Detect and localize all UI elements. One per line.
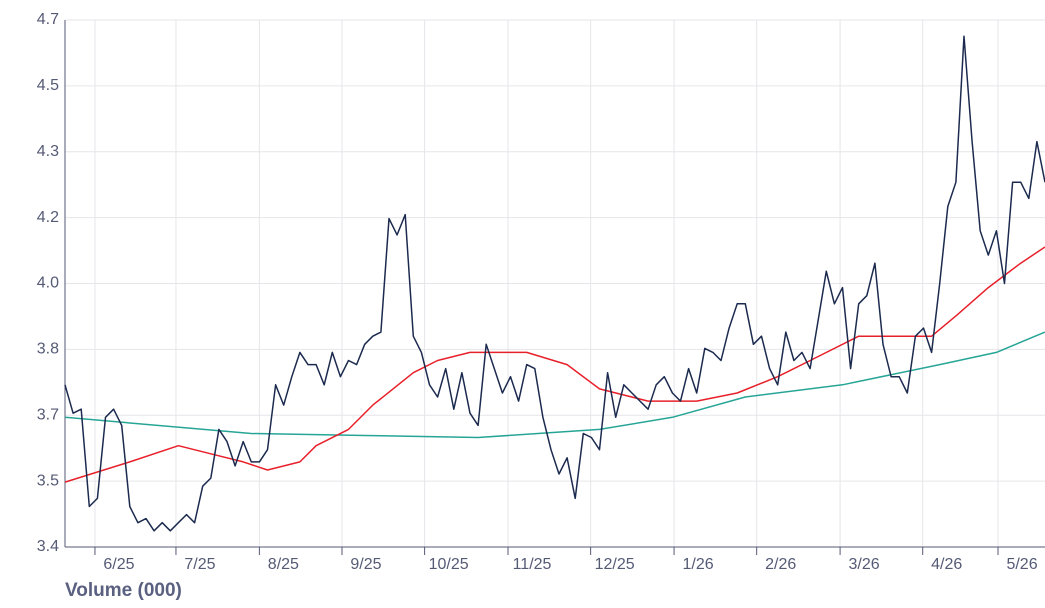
y-tick-label: 4.5	[37, 77, 59, 94]
line-series	[64, 35, 1045, 532]
x-tick-label: 10/25	[429, 556, 469, 573]
y-tick-label: 3.5	[37, 472, 59, 489]
x-tick-label: 12/25	[595, 556, 635, 573]
y-tick-label: 3.4	[37, 538, 59, 555]
line-series	[64, 246, 1045, 483]
x-tick-label: 6/25	[103, 556, 134, 573]
x-tick-label: 5/26	[1006, 556, 1037, 573]
y-tick-label: 4.7	[37, 11, 59, 28]
x-tick-label: 9/25	[350, 556, 381, 573]
x-tick-label: 2/26	[765, 556, 796, 573]
x-tick-label: 7/25	[184, 556, 215, 573]
x-tick-label: 11/25	[513, 556, 552, 573]
y-tick-label: 4.0	[37, 275, 59, 292]
x-tick-label: 8/25	[268, 556, 299, 573]
y-tick-label: 4.2	[37, 209, 59, 226]
y-tick-label: 4.3	[37, 143, 59, 160]
y-tick-label: 3.7	[37, 406, 59, 423]
x-tick-label: 4/26	[931, 556, 962, 573]
y-tick-label: 3.8	[37, 341, 59, 358]
x-axis-label: Volume (000)	[65, 580, 182, 601]
line-series	[64, 331, 1045, 439]
x-tick-label: 3/26	[849, 556, 880, 573]
x-tick-label: 1/26	[682, 556, 713, 573]
